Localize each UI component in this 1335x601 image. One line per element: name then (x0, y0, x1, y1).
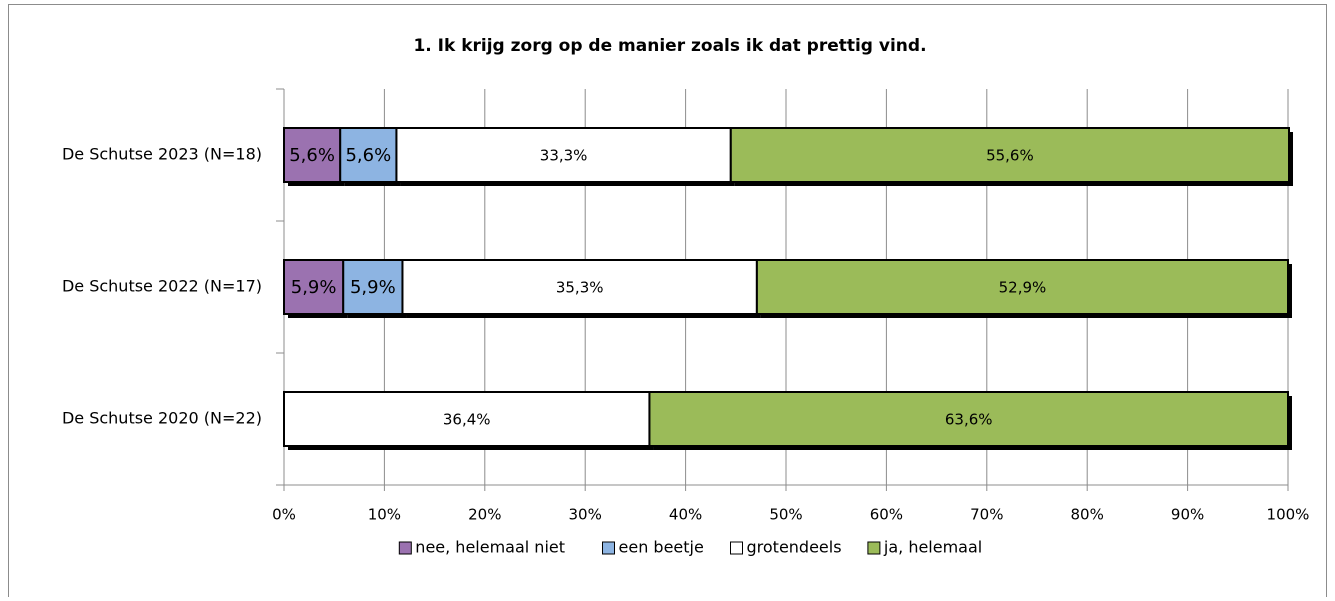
y-tick-label: De Schutse 2022 (N=17) (62, 277, 262, 296)
x-tick-label: 10% (368, 506, 401, 524)
x-tick-label: 50% (769, 506, 802, 524)
bar (342, 259, 404, 315)
bar (283, 391, 651, 447)
data-label: 63,6% (945, 411, 993, 429)
x-tick-label: 90% (1171, 506, 1204, 524)
x-tick-label: 40% (669, 506, 702, 524)
legend-label: een beetje (619, 538, 704, 557)
legend-label: ja, helemaal (883, 538, 982, 557)
data-label: 5,6% (345, 145, 391, 166)
bar (401, 259, 758, 315)
x-tick-label: 0% (272, 506, 296, 524)
chart-title: 1. Ik krijg zorg op de manier zoals ik d… (413, 36, 926, 56)
bar (648, 391, 1289, 447)
data-label: 52,9% (999, 279, 1047, 297)
data-label: 5,9% (350, 277, 396, 298)
data-label: 55,6% (986, 147, 1034, 165)
legend-swatch (730, 541, 743, 555)
bar (339, 127, 398, 183)
bar (729, 127, 1291, 183)
x-tick-label: 80% (1071, 506, 1104, 524)
x-tick-label: 30% (569, 506, 602, 524)
x-tick-label: 70% (970, 506, 1003, 524)
x-tick-label: 20% (468, 506, 501, 524)
legend-label: nee, helemaal niet (415, 538, 565, 557)
data-label: 36,4% (443, 411, 491, 429)
data-label: 35,3% (556, 279, 604, 297)
y-tick-label: De Schutse 2020 (N=22) (62, 409, 262, 428)
legend-swatch (398, 541, 412, 555)
data-label: 33,3% (540, 147, 588, 165)
x-tick-label: 100% (1267, 506, 1310, 524)
x-tick-label: 60% (870, 506, 903, 524)
data-label: 5,9% (291, 277, 337, 298)
data-label: 5,6% (289, 145, 335, 166)
bar (755, 259, 1289, 315)
legend-label: grotendeels (747, 538, 842, 557)
legend-swatch (867, 541, 881, 555)
y-tick-label: De Schutse 2023 (N=18) (62, 145, 262, 164)
legend-swatch (602, 541, 615, 555)
